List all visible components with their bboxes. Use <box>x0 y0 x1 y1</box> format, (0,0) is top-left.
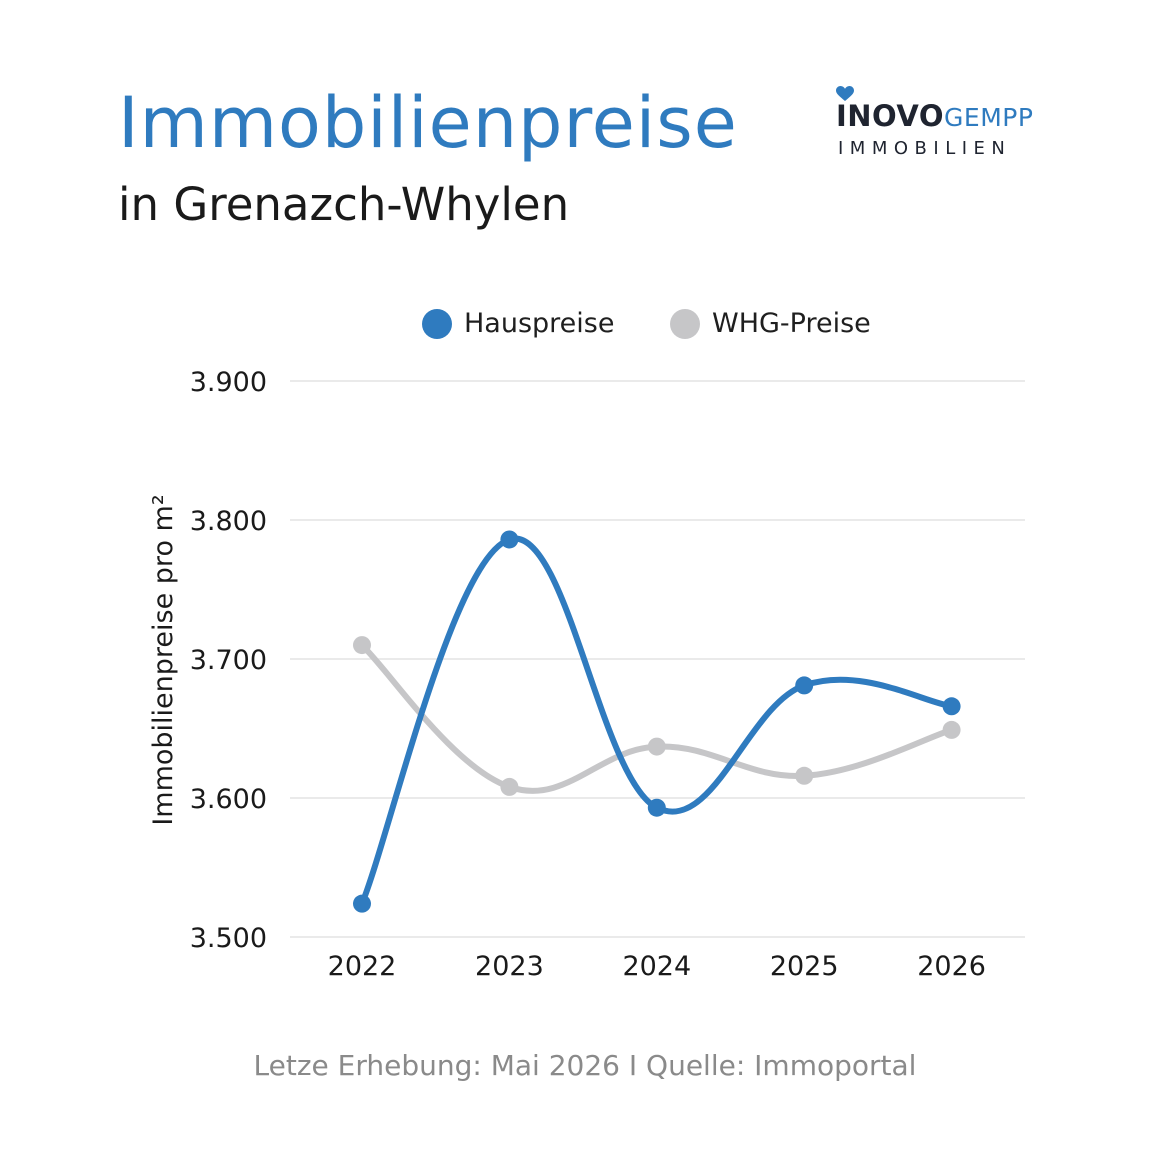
chart-title: Immobilienpreise <box>118 82 738 164</box>
data-point-hauspreise <box>647 798 666 817</box>
data-point-hauspreise <box>500 530 519 549</box>
legend-item-hauspreise: Hauspreise <box>422 308 614 339</box>
series-line-hauspreise <box>359 535 955 907</box>
brand-wordmark: INOVOGEMPP <box>836 102 1033 131</box>
data-point-hauspreise <box>353 894 371 913</box>
data-point-whg-preise <box>942 720 961 739</box>
series-line-whg-preise <box>359 642 955 794</box>
series-lines <box>359 535 955 907</box>
x-tick-label: 2026 <box>917 951 986 982</box>
x-tick-label: 2022 <box>328 951 397 982</box>
data-point-whg-preise <box>500 777 519 796</box>
y-tick-label: 3.800 <box>190 506 267 537</box>
y-axis-ticks: 3.500 3.600 3.700 3.800 3.900 <box>190 367 267 954</box>
heart-icon <box>836 86 854 101</box>
legend-label-hauspreise: Hauspreise <box>464 308 615 339</box>
legend-item-whg-preise: WHG-Preise <box>670 308 871 339</box>
y-tick-label: 3.900 <box>190 367 267 398</box>
data-point-hauspreise <box>942 697 961 716</box>
y-tick-label: 3.600 <box>190 784 267 815</box>
source-note: Letze Erhebung: Mai 2026 I Quelle: Immop… <box>253 1049 917 1082</box>
data-points <box>353 530 961 913</box>
data-point-whg-preise <box>353 636 371 655</box>
brand-name-light: GEMPP <box>944 103 1034 132</box>
y-tick-label: 3.500 <box>190 923 267 954</box>
y-tick-label: 3.700 <box>190 645 267 676</box>
brand-logo: INOVOGEMPP IMMOBILIEN <box>836 86 1066 166</box>
data-point-whg-preise <box>647 737 666 756</box>
data-point-hauspreise <box>795 676 814 695</box>
brand-name-bold: INOVO <box>836 99 945 133</box>
legend-label-whg-preise: WHG-Preise <box>712 308 871 339</box>
data-point-whg-preise <box>795 766 814 785</box>
x-tick-label: 2024 <box>622 951 691 982</box>
x-tick-label: 2023 <box>475 951 544 982</box>
y-axis-label: Immobilienpreise pro m² <box>148 494 179 825</box>
x-tick-label: 2025 <box>770 951 839 982</box>
chart-subtitle: in Grenazch-Whylen <box>118 178 570 231</box>
gridlines <box>290 380 1025 938</box>
legend-swatch-whg-preise <box>670 308 700 339</box>
x-axis-ticks: 2022 2023 2024 2025 2026 <box>328 951 986 982</box>
brand-tagline: IMMOBILIEN <box>838 138 1012 159</box>
legend-swatch-hauspreise <box>422 308 452 339</box>
